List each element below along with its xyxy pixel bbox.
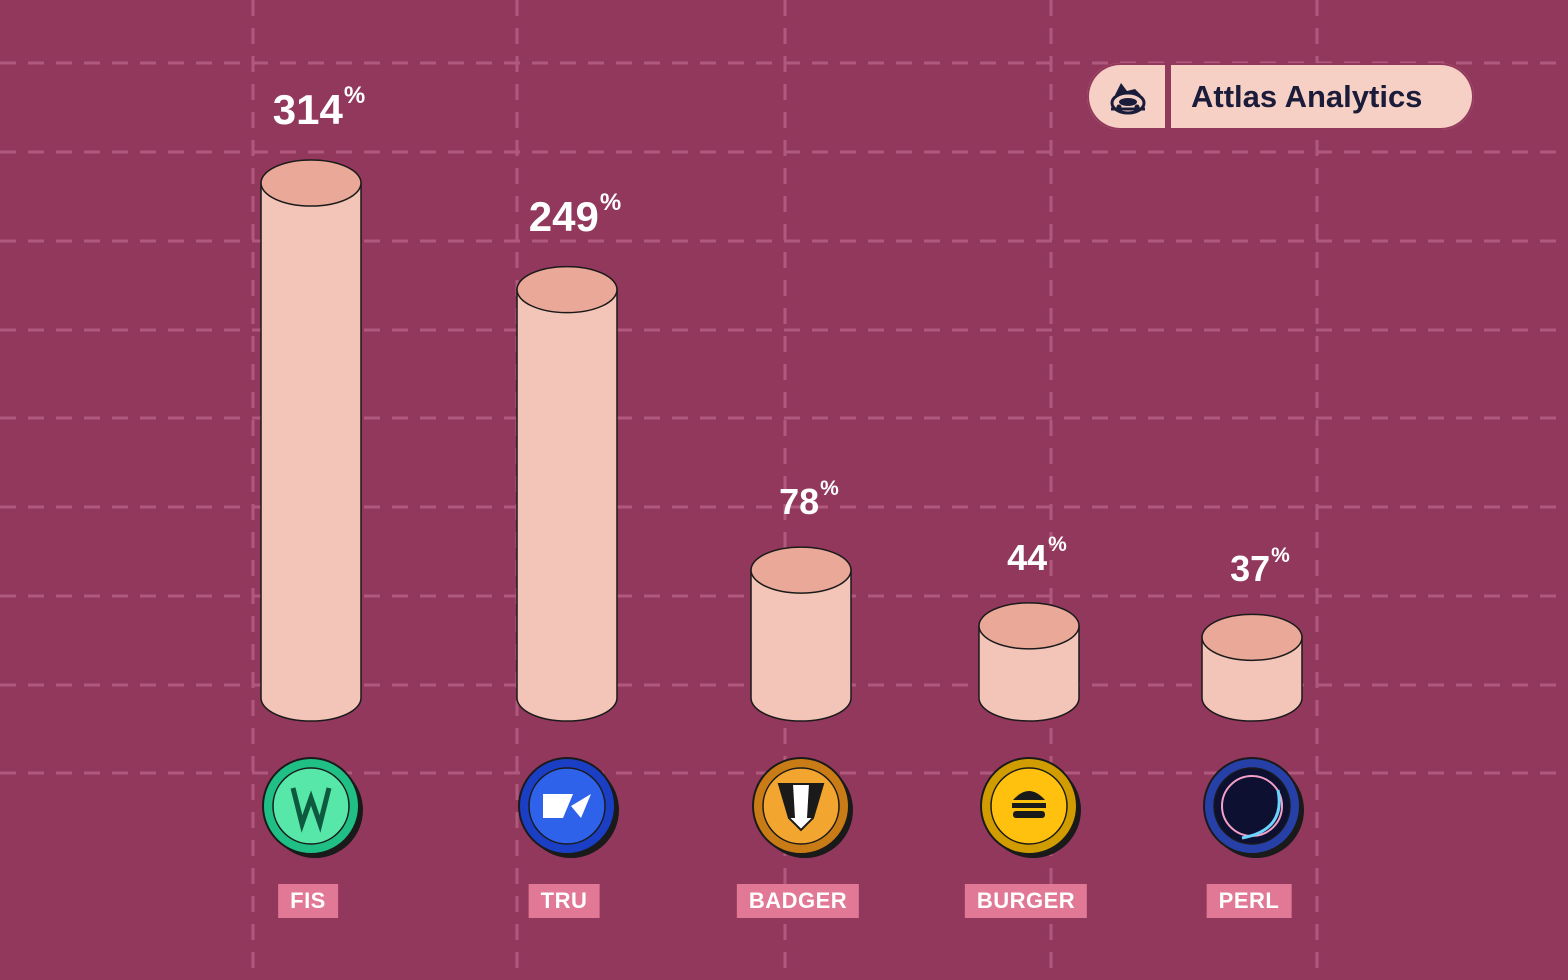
- bar-body: [978, 625, 1080, 722]
- badger-coin-icon: [752, 757, 853, 858]
- bar-burger: [978, 602, 1080, 722]
- bar-badger: [750, 546, 852, 722]
- bar-top: [978, 602, 1080, 650]
- bar-tru: [516, 265, 618, 722]
- bar-top: [516, 265, 618, 314]
- value-unit: %: [343, 82, 366, 109]
- value-unit: %: [599, 188, 622, 216]
- value-number: 78: [779, 481, 820, 523]
- fis-coin-icon: [262, 757, 363, 858]
- bar-body: [516, 288, 618, 722]
- perl-coin-icon: [1203, 757, 1304, 858]
- dog-face-icon: [1110, 83, 1146, 115]
- bar-top: [1201, 613, 1303, 662]
- ticker-fis: FIS: [278, 884, 338, 918]
- value-number: 249: [528, 192, 599, 240]
- value-label-burger: 44%: [1007, 533, 1067, 579]
- bar-body: [1201, 636, 1303, 722]
- value-unit: %: [1048, 532, 1067, 556]
- value-number: 44: [1007, 536, 1048, 578]
- value-label-perl: 37%: [1230, 544, 1290, 590]
- brand-divider: [1165, 63, 1171, 130]
- bar-body: [750, 569, 852, 722]
- ticker-tru: TRU: [528, 884, 600, 918]
- value-label-fis: 314%: [272, 82, 365, 134]
- value-number: 314: [272, 86, 343, 133]
- brand-badge: Attlas Analytics: [1087, 63, 1474, 130]
- brand-name: Attlas Analytics: [1191, 79, 1423, 114]
- bar-top: [750, 546, 852, 594]
- value-label-tru: 249%: [528, 189, 621, 241]
- bar-perl: [1201, 613, 1303, 722]
- burger-coin-icon: [980, 757, 1081, 858]
- bar-body: [260, 182, 362, 722]
- bar-top: [260, 159, 362, 207]
- value-number: 37: [1230, 548, 1271, 590]
- ticker-badger: BADGER: [736, 884, 860, 918]
- value-unit: %: [1271, 544, 1290, 568]
- ticker-burger: BURGER: [964, 884, 1088, 918]
- tru-coin-icon: [518, 757, 619, 858]
- value-label-badger: 78%: [779, 477, 839, 523]
- ticker-perl: PERL: [1206, 884, 1292, 918]
- value-unit: %: [820, 477, 839, 501]
- bar-fis: [260, 159, 362, 722]
